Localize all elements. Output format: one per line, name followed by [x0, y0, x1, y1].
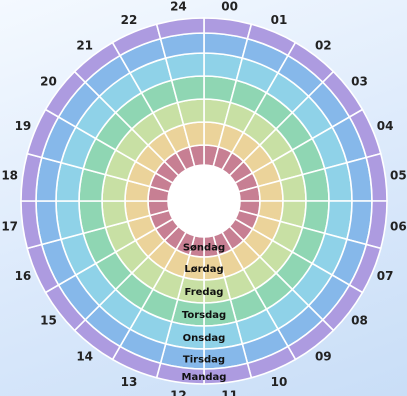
hour-label-14: 14	[76, 349, 93, 363]
hour-label-19: 19	[15, 119, 32, 133]
hour-label-02: 02	[315, 39, 332, 53]
hour-label-15: 15	[40, 313, 57, 327]
hour-label-22: 22	[121, 13, 138, 27]
day-label-onsdag: Onsdag	[183, 333, 226, 344]
hour-label-24: 24	[170, 0, 187, 14]
hour-label-01: 01	[271, 13, 288, 27]
hour-label-05: 05	[390, 168, 407, 182]
day-label-fredag: Fredag	[185, 287, 224, 298]
hour-label-18: 18	[1, 168, 18, 182]
day-label-torsdag: Torsdag	[182, 310, 226, 321]
hour-label-13: 13	[121, 375, 138, 389]
ring-mandag	[20, 17, 388, 385]
hour-label-03: 03	[351, 75, 368, 89]
hour-label-00: 00	[221, 0, 238, 14]
hour-label-17: 17	[1, 220, 18, 234]
center-hole	[168, 165, 240, 237]
hour-label-12: 12	[170, 388, 187, 396]
hour-label-10: 10	[271, 375, 288, 389]
ring-onsdag	[55, 52, 353, 350]
day-label-søndag: Søndag	[183, 243, 225, 254]
hour-label-08: 08	[351, 313, 368, 327]
day-rings	[20, 17, 388, 385]
hour-label-11: 11	[221, 388, 238, 396]
ring-tirsdag	[35, 32, 373, 370]
hour-label-07: 07	[377, 269, 394, 283]
day-label-tirsdag: Tirsdag	[183, 355, 225, 366]
ring-fredag	[101, 98, 307, 304]
day-labels: Søndag Lørdag Fredag Torsdag Onsdag Tirsdag Ma…	[182, 243, 227, 384]
hour-slot-23[interactable]	[170, 75, 205, 104]
hour-slot-17[interactable]	[78, 200, 107, 235]
hour-label-16: 16	[15, 269, 32, 283]
day-label-lørdag: Lørdag	[184, 264, 223, 275]
hour-label-09: 09	[315, 349, 332, 363]
hour-label-04: 04	[377, 119, 394, 133]
hour-slot-23[interactable]	[155, 17, 205, 40]
hour-label-06: 06	[390, 220, 407, 234]
hour-slot-5[interactable]	[301, 167, 330, 202]
hour-label-21: 21	[76, 39, 93, 53]
day-label-mandag: Mandag	[182, 372, 227, 383]
hour-label-20: 20	[40, 75, 57, 89]
